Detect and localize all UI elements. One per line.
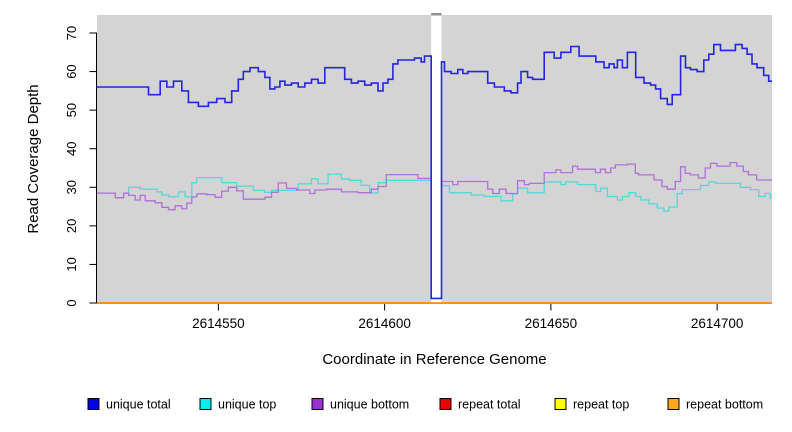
legend-label-unique-bottom: unique bottom [330,398,409,412]
y-axis-tick-label: 70 [64,26,79,40]
y-axis-title: Read Coverage Depth [25,84,42,233]
y-axis-tick-label: 30 [64,180,79,194]
y-axis-tick-label: 20 [64,219,79,233]
legend-swatch-repeat-top [554,398,567,410]
legend-swatch-unique-top [199,398,212,410]
x-axis-tick-label: 2614550 [192,316,245,331]
y-axis-tick-label: 50 [64,103,79,117]
legend-label-repeat-top: repeat top [573,398,629,412]
no-data-gap-band [431,15,442,303]
legend-swatch-unique-bottom [311,398,324,410]
legend-label-repeat-total: repeat total [458,398,521,412]
series-line-unique-bottom [97,161,773,211]
legend-label-unique-total: unique total [106,398,171,412]
series-line-unique-top [97,173,772,212]
x-axis-tick-label: 2614700 [691,316,744,331]
series-line-unique-total [97,43,772,300]
legend-swatch-repeat-bottom [667,398,680,410]
legend-label-repeat-bottom: repeat bottom [686,398,763,412]
x-axis-tick-label: 2614650 [525,316,578,331]
no-data-gap-cap [431,13,442,16]
legend-swatch-unique-total [87,398,100,410]
x-axis-tick-label: 2614600 [358,316,411,331]
y-axis-tick-label: 40 [64,141,79,155]
y-axis-tick-label: 10 [64,257,79,271]
x-axis-title: Coordinate in Reference Genome [322,351,546,368]
legend-label-unique-top: unique top [218,398,276,412]
y-axis-tick-label: 60 [64,64,79,78]
y-axis-tick-label: 0 [64,299,79,306]
legend-swatch-repeat-total [439,398,452,410]
